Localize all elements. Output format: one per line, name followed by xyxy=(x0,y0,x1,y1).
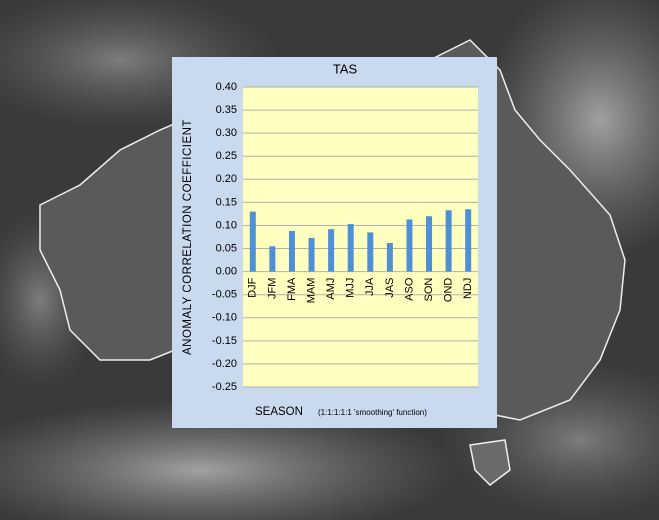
y-tick-label: -0.05 xyxy=(212,289,237,301)
x-tick-label: FMA xyxy=(286,277,298,301)
bar xyxy=(386,243,393,272)
y-tick-label: 0.30 xyxy=(216,127,237,139)
y-tick-label: -0.10 xyxy=(212,312,237,324)
bar xyxy=(347,224,354,272)
bar xyxy=(269,246,276,272)
y-tick-label: -0.15 xyxy=(212,335,237,347)
bar xyxy=(308,237,315,272)
bar xyxy=(426,216,433,272)
x-tick-label: NDJ xyxy=(462,278,474,299)
plot-area xyxy=(243,87,478,387)
y-tick-label: 0.25 xyxy=(216,150,237,162)
x-tick-label: JJA xyxy=(364,277,376,296)
x-tick-label: ASO xyxy=(403,277,415,301)
bar xyxy=(465,209,472,272)
chart: TAS ANOMALY CORRELATION COEFFICIENT SEAS… xyxy=(182,61,478,418)
x-tick-label: MAM xyxy=(305,278,317,304)
y-tick-label: 0.00 xyxy=(216,266,237,278)
x-tick-label: OND xyxy=(443,278,455,303)
x-tick-label: JAS xyxy=(384,278,396,298)
y-tick-label: -0.25 xyxy=(212,381,237,393)
y-tick-label: 0.15 xyxy=(216,196,237,208)
bar xyxy=(288,231,295,272)
bar xyxy=(328,229,335,272)
bar xyxy=(445,210,452,272)
bar xyxy=(249,211,256,272)
x-tick-label: JFM xyxy=(266,278,278,299)
x-axis-note: (1:1:1:1:1 'smoothing' function) xyxy=(318,408,427,417)
y-axis-label: ANOMALY CORRELATION COEFFICIENT xyxy=(182,119,194,355)
x-tick-label: DJF xyxy=(247,277,259,297)
chart-title: TAS xyxy=(333,61,358,76)
y-tick-label: 0.40 xyxy=(216,81,237,93)
y-tick-label: 0.35 xyxy=(216,104,237,116)
y-tick-label: 0.20 xyxy=(216,173,237,185)
x-axis-label: SEASON xyxy=(255,406,303,418)
y-tick-label: 0.05 xyxy=(216,242,237,254)
y-tick-label: -0.20 xyxy=(212,358,237,370)
y-tick-label: 0.10 xyxy=(216,219,237,231)
x-tick-label: SON xyxy=(423,278,435,302)
x-tick-label: AMJ xyxy=(325,278,337,300)
bar xyxy=(367,232,374,272)
x-tick-label: MJJ xyxy=(345,278,357,298)
bar xyxy=(406,219,413,272)
